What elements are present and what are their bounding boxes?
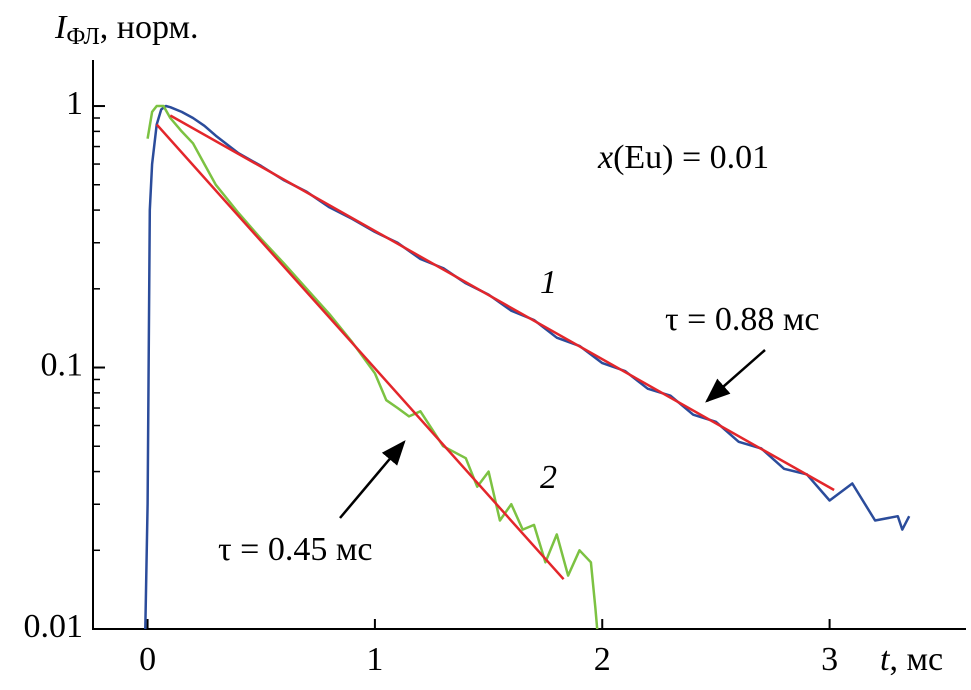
y-tick-label: 0.01	[24, 608, 84, 645]
arrow	[705, 349, 766, 403]
x-label-main: t	[880, 641, 891, 678]
tau-label: τ = 0.45 мс	[218, 531, 372, 568]
y-axis-label: IФЛ, норм.	[54, 9, 198, 50]
annotation-var: x	[597, 139, 613, 176]
y-label-rest: , норм.	[100, 9, 199, 46]
y-tick-label: 0.1	[41, 346, 84, 383]
series-line	[169, 114, 835, 492]
x-axis-label: t, мс	[880, 641, 943, 678]
curve-label: 1	[540, 264, 557, 301]
plot-area	[144, 104, 911, 629]
x-tick-label: 2	[594, 641, 611, 678]
annotation-text: (Eu) = 0.01	[613, 139, 769, 176]
series-line	[155, 123, 565, 581]
tau-label: τ = 0.88 мс	[665, 301, 819, 338]
y-label-main: I	[54, 9, 68, 46]
annotation: x(Eu) = 0.01	[597, 139, 769, 176]
series-line	[146, 104, 599, 629]
y-tick-label: 1	[66, 85, 83, 122]
x-tick-label: 3	[821, 641, 838, 678]
x-tick-label: 0	[139, 641, 156, 678]
x-label-rest: , мс	[889, 641, 943, 678]
curve-label: 2	[540, 459, 557, 496]
y-label-sub: ФЛ	[66, 24, 99, 50]
arrow	[339, 440, 406, 519]
x-tick-label: 1	[366, 641, 383, 678]
